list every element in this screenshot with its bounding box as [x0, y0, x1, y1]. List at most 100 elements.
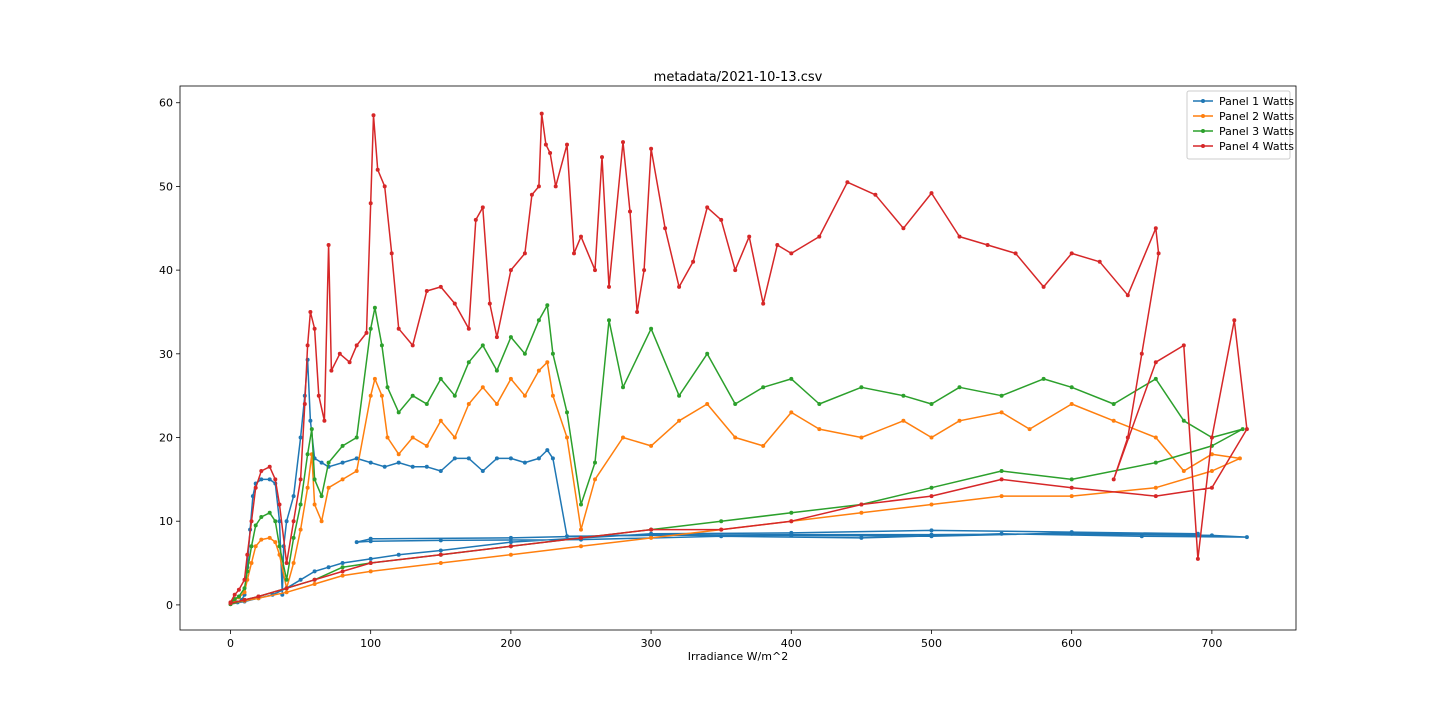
data-point	[1069, 402, 1074, 406]
data-point	[385, 435, 390, 440]
data-point	[789, 410, 794, 415]
y-tick-label: 40	[159, 264, 173, 277]
data-point	[999, 494, 1004, 499]
data-point	[649, 531, 654, 536]
data-point	[550, 456, 555, 461]
x-tick-label: 200	[500, 637, 521, 650]
data-point	[253, 523, 258, 528]
data-point	[607, 318, 611, 323]
data-point	[508, 552, 513, 557]
data-point	[494, 402, 499, 406]
data-point	[1181, 469, 1186, 473]
data-point	[1153, 376, 1158, 381]
data-point	[600, 155, 604, 160]
plot-area	[179, 85, 1297, 631]
data-point	[508, 456, 513, 461]
data-point	[249, 519, 254, 524]
data-point	[1069, 530, 1074, 535]
y-tick-label: 50	[159, 180, 173, 193]
data-point	[761, 443, 766, 448]
data-point	[337, 351, 342, 356]
data-point	[228, 601, 233, 606]
data-point	[553, 184, 558, 189]
data-point	[326, 243, 331, 247]
data-point	[536, 318, 541, 323]
data-point	[789, 510, 794, 515]
data-point	[466, 456, 471, 461]
data-point	[1209, 435, 1214, 440]
data-point	[536, 368, 541, 373]
data-point	[1153, 485, 1158, 490]
data-point	[354, 469, 359, 473]
data-point	[232, 592, 237, 597]
data-point	[543, 142, 548, 147]
data-point	[312, 326, 317, 331]
x-tick-label: 0	[227, 637, 234, 650]
data-point	[277, 502, 282, 507]
x-tick-label: 700	[1201, 637, 1222, 650]
data-point	[859, 385, 864, 390]
data-point	[929, 191, 934, 196]
data-point	[621, 435, 625, 440]
data-point	[273, 477, 278, 482]
data-point	[1244, 427, 1249, 432]
data-point	[326, 565, 331, 570]
data-point	[733, 435, 738, 440]
data-point	[508, 268, 513, 273]
data-point	[1027, 427, 1032, 432]
data-point	[438, 376, 443, 381]
data-point	[389, 251, 394, 256]
data-point	[579, 535, 583, 540]
legend: Panel 1 Watts Panel 2 Watts Panel 3 Watts P…	[1186, 90, 1294, 160]
data-point	[424, 402, 429, 406]
data-point	[340, 477, 345, 482]
data-point	[565, 142, 569, 147]
data-point	[985, 243, 990, 247]
data-point	[705, 351, 710, 356]
data-point	[284, 519, 289, 524]
data-point	[319, 460, 324, 465]
data-point	[565, 410, 569, 415]
data-point	[957, 385, 962, 390]
data-point	[452, 435, 457, 440]
data-point	[480, 205, 485, 210]
data-point	[242, 590, 247, 595]
data-point	[466, 360, 471, 365]
data-point	[273, 519, 278, 524]
data-point	[642, 268, 647, 273]
data-point	[719, 519, 724, 524]
data-point	[579, 502, 583, 507]
data-point	[410, 343, 415, 348]
data-point	[508, 540, 513, 545]
data-point	[354, 435, 359, 440]
data-point	[1156, 251, 1161, 256]
data-point	[438, 538, 443, 543]
data-point	[677, 393, 682, 398]
data-point	[1097, 259, 1102, 264]
legend-box	[1186, 90, 1291, 160]
data-point	[480, 343, 485, 348]
data-point	[284, 590, 289, 595]
data-point	[1125, 293, 1130, 298]
data-point	[508, 376, 513, 381]
data-point	[438, 469, 443, 473]
data-point	[385, 385, 390, 390]
data-point	[929, 502, 934, 507]
data-point	[999, 393, 1004, 398]
data-point	[424, 443, 429, 448]
data-point	[340, 565, 345, 570]
data-point	[929, 485, 934, 490]
data-point	[550, 393, 555, 398]
data-point	[354, 343, 359, 348]
data-point	[545, 360, 550, 365]
data-point	[635, 310, 640, 314]
data-point	[593, 268, 597, 273]
data-point	[396, 452, 401, 457]
plot-background	[180, 86, 1296, 630]
data-point	[424, 289, 429, 293]
data-point	[236, 587, 241, 592]
y-tick-label: 10	[159, 515, 173, 528]
data-point	[372, 305, 377, 310]
data-point	[929, 435, 934, 440]
